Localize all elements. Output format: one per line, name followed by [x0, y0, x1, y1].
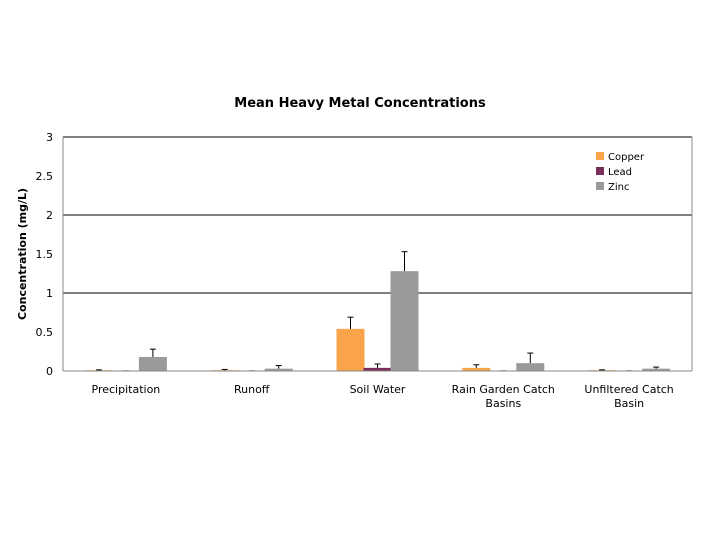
legend-swatch: [596, 167, 604, 175]
error-bar: [473, 365, 479, 368]
y-tick-label: 0.5: [36, 326, 54, 339]
bar: [516, 363, 544, 371]
error-bar: [276, 366, 282, 369]
x-tick-label-line: Rain Garden Catch: [452, 383, 555, 396]
bar: [337, 329, 365, 371]
legend: Copper Lead Zinc: [596, 152, 645, 193]
error-bar: [348, 317, 354, 329]
error-bar: [222, 369, 228, 370]
error-bar: [653, 367, 659, 369]
legend-label: Lead: [608, 167, 632, 178]
legend-label: Zinc: [608, 182, 629, 193]
y-tick-label: 1.5: [36, 248, 54, 261]
y-ticks: 0 0.5 1 1.5 2 2.5 3: [36, 131, 54, 378]
x-tick-label: Runoff: [234, 383, 270, 396]
x-tick-label-line: Basin: [614, 397, 644, 410]
y-tick-label: 2.5: [36, 170, 54, 183]
error-bar: [375, 364, 381, 368]
legend-swatch: [596, 182, 604, 190]
bar: [391, 271, 419, 371]
bar: [139, 357, 167, 371]
error-bar: [150, 349, 156, 357]
error-bar: [402, 252, 408, 272]
x-tick-label-line: Precipitation: [92, 383, 161, 396]
y-tick-label: 2: [46, 209, 53, 222]
y-tick-label: 0: [46, 365, 53, 378]
x-tick-label: Precipitation: [92, 383, 161, 396]
y-axis-label: Concentration (mg/L): [16, 188, 29, 320]
x-tick-label-line: Unfiltered Catch: [584, 383, 673, 396]
y-tick-label: 1: [46, 287, 53, 300]
legend-label: Copper: [608, 152, 645, 163]
x-ticks: Precipitation Runoff Soil Water Rain Garden…: [92, 383, 674, 410]
y-tick-label: 3: [46, 131, 53, 144]
x-tick-label-line: Basins: [485, 397, 521, 410]
gridlines: [63, 137, 692, 293]
chart-title: Mean Heavy Metal Concentrations: [234, 96, 486, 111]
x-tick-label: Soil Water: [350, 383, 406, 396]
error-bar: [527, 353, 533, 363]
legend-swatch: [596, 152, 604, 160]
x-tick-label-line: Soil Water: [350, 383, 406, 396]
bars: [85, 252, 670, 372]
x-tick-label-line: Runoff: [234, 383, 270, 396]
